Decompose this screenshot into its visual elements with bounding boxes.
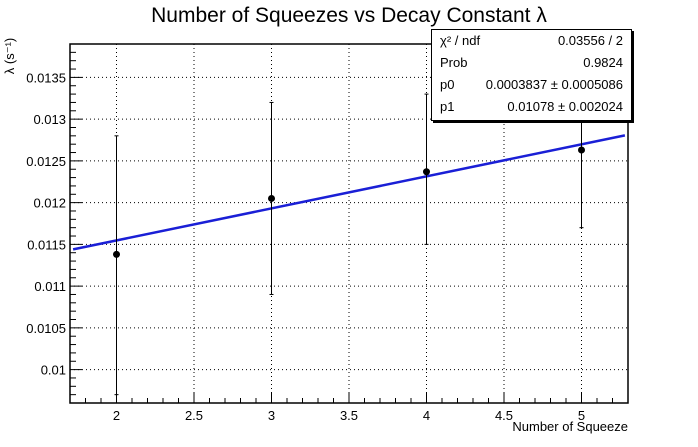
y-tick-label: 0.0125	[26, 154, 66, 169]
stats-key: p1	[440, 99, 455, 114]
x-tick-label: 5	[578, 408, 585, 423]
data-point	[268, 194, 275, 202]
x-tick-label: 4	[423, 408, 430, 423]
x-tick-label: 3	[268, 408, 275, 423]
x-tick-label: 4.5	[495, 408, 513, 423]
chart-title: Number of Squeezes vs Decay Constant λ	[151, 4, 547, 27]
stats-key: p0	[440, 77, 455, 92]
stats-value: 0.0003837 ± 0.0005086	[485, 77, 623, 92]
stats-key: Prob	[440, 55, 468, 70]
x-tick-label: 2	[113, 408, 120, 423]
data-point	[423, 168, 430, 176]
stats-row-chi2: χ² / ndf 0.03556 / 2	[432, 30, 631, 52]
y-tick-label: 0.0105	[26, 321, 66, 336]
data-point	[113, 250, 120, 258]
stats-row-prob: Prob 0.9824	[432, 52, 631, 74]
y-axis-label: λ (s⁻¹)	[2, 37, 18, 75]
fit-stats-box: χ² / ndf 0.03556 / 2 Prob 0.9824 p0 0.00…	[431, 29, 632, 121]
stats-row-p0: p0 0.0003837 ± 0.0005086	[432, 74, 631, 96]
fit-line	[72, 134, 626, 251]
x-tick-label: 3.5	[340, 408, 358, 423]
x-axis-label: Number of Squeeze	[512, 419, 628, 434]
stats-row-p1: p1 0.01078 ± 0.002024	[432, 96, 631, 118]
y-tick-label: 0.013	[33, 112, 66, 127]
y-tick-label: 0.0135	[26, 70, 66, 85]
plot-frame	[69, 43, 629, 404]
x-tick-label: 2.5	[185, 408, 203, 423]
y-tick-label: 0.011	[34, 279, 66, 294]
y-tick-label: 0.01	[41, 363, 66, 378]
y-tick-label: 0.0115	[27, 237, 66, 252]
data-point	[578, 146, 585, 154]
stats-value: 0.9824	[583, 55, 623, 70]
stats-value: 0.03556 / 2	[557, 33, 623, 48]
y-tick-label: 0.012	[33, 196, 66, 211]
stats-value: 0.01078 ± 0.002024	[507, 99, 623, 114]
stats-key: χ² / ndf	[440, 33, 481, 48]
